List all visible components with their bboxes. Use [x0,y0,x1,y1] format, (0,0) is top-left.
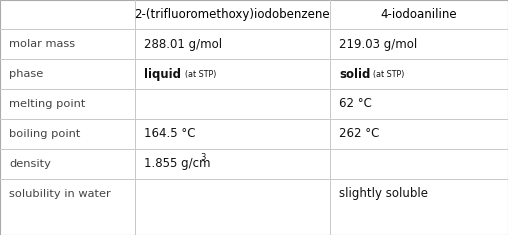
Text: molar mass: molar mass [9,39,75,49]
Text: boiling point: boiling point [9,129,81,139]
Text: density: density [9,159,51,169]
Text: solid: solid [339,68,371,81]
Text: 219.03 g/mol: 219.03 g/mol [339,38,418,51]
Text: 1.855 g/cm: 1.855 g/cm [144,157,210,170]
Text: 4-iodoaniline: 4-iodoaniline [381,8,457,21]
Text: (at STP): (at STP) [373,70,405,79]
Text: liquid: liquid [144,68,181,81]
Text: 62 °C: 62 °C [339,98,372,110]
Text: melting point: melting point [9,99,85,109]
Text: 288.01 g/mol: 288.01 g/mol [144,38,222,51]
Text: solubility in water: solubility in water [9,188,111,199]
Text: 2-(trifluoromethoxy)iodobenzene: 2-(trifluoromethoxy)iodobenzene [135,8,330,21]
Text: 164.5 °C: 164.5 °C [144,127,195,140]
Text: slightly soluble: slightly soluble [339,187,428,200]
Text: 262 °C: 262 °C [339,127,379,140]
Text: phase: phase [9,69,43,79]
Text: (at STP): (at STP) [185,70,217,79]
Text: 3: 3 [201,153,206,162]
